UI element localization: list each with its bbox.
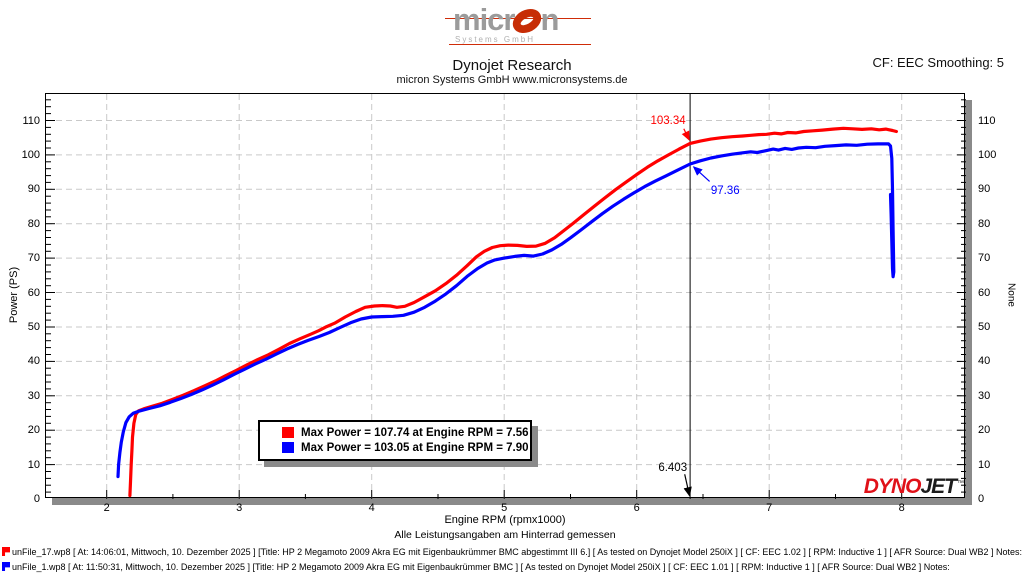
y-tick-label-left-90: 90	[27, 183, 40, 196]
y-tick-label-left-80: 80	[27, 217, 40, 230]
run-file-icon	[2, 547, 10, 556]
y-tick-label-right-50: 50	[978, 321, 991, 333]
annotation-arrow-103.34	[681, 128, 690, 141]
y-tick-label-right-0: 0	[978, 493, 985, 505]
y-tick-label-left-50: 50	[27, 321, 40, 333]
logo-wordmark: micr n	[453, 2, 559, 38]
chart-canvas[interactable]: DYNOJET ™ 103.34 97.36 6.403	[46, 94, 966, 499]
y-tick-label-left-100: 100	[21, 148, 40, 161]
y-tick-label-right-30: 30	[978, 389, 991, 402]
power-curve-run_17[interactable]	[128, 126, 899, 498]
x-tick-label-7: 7	[766, 502, 773, 514]
x-tick-label-3: 3	[236, 502, 243, 514]
logo-rule-top	[445, 18, 591, 19]
y-tick-label-right-100: 100	[978, 148, 997, 161]
y-tick-label-right-90: 90	[978, 183, 991, 196]
run-file-text: unFile_1.wp8 [ At: 11:50:31, Mittwoch, 1…	[12, 561, 950, 572]
y-tick-label-right-80: 80	[978, 217, 991, 230]
watermark-tm: ™	[957, 480, 964, 487]
x-tick-label-5: 5	[501, 502, 508, 514]
y-tick-label-right-10: 10	[978, 458, 991, 471]
y-tick-label-right-40: 40	[978, 355, 991, 368]
logo-rule-bottom	[449, 44, 591, 45]
legend-swatch-icon	[282, 427, 294, 438]
y-tick-label-left-60: 60	[27, 286, 40, 299]
run-file-row[interactable]: unFile_1.wp8 [ At: 11:50:31, Mittwoch, 1…	[2, 559, 1024, 574]
dynojet-watermark: DYNOJET	[864, 475, 959, 498]
logo-subtitle: Systems GmbH	[455, 35, 536, 44]
y-tick-label-right-60: 60	[978, 286, 991, 299]
x-tick-label-4: 4	[368, 502, 375, 514]
legend-box[interactable]: Max Power = 107.74 at Engine RPM = 7.56 …	[258, 420, 532, 461]
power-curve-run_1[interactable]	[116, 142, 896, 479]
micron-logo: micr n Systems GmbH	[445, 2, 592, 54]
y-tick-label-right-110: 110	[978, 114, 996, 127]
y-axis-label-left: Power (PS)	[8, 266, 20, 324]
report-title: Dynojet Research	[452, 57, 572, 74]
measurement-note: Alle Leistungsangaben am Hinterrad gemes…	[394, 529, 616, 541]
annotation-value-6.403: 6.403	[658, 462, 687, 474]
logo-text-n: n	[540, 2, 559, 37]
x-tick-label-6: 6	[633, 502, 640, 514]
legend-item[interactable]: Max Power = 107.74 at Engine RPM = 7.56	[282, 425, 529, 440]
annotation-value-97.36: 97.36	[711, 185, 740, 197]
annotation-arrow-97.36	[692, 166, 711, 182]
run-file-list: unFile_17.wp8 [ At: 14:06:01, Mittwoch, …	[2, 544, 1024, 574]
y-tick-label-left-0: 0	[33, 493, 40, 505]
legend-item[interactable]: Max Power = 103.05 at Engine RPM = 7.90	[282, 440, 529, 455]
y-tick-label-left-30: 30	[27, 389, 40, 402]
y-tick-label-left-10: 10	[27, 458, 40, 471]
x-axis-label: Engine RPM (rpmx1000)	[444, 514, 566, 526]
y-tick-label-left-70: 70	[27, 252, 40, 265]
legend-swatch-icon	[282, 442, 294, 453]
run-file-icon	[2, 562, 10, 571]
y-tick-label-right-20: 20	[978, 424, 991, 437]
annotation-arrow-6.403	[683, 474, 692, 497]
y-tick-label-left-110: 110	[22, 114, 40, 127]
report-subtitle: micron Systems GmbH www.micronsystems.de	[396, 74, 628, 86]
y-tick-label-left-20: 20	[27, 424, 40, 437]
legend-label: Max Power = 103.05 at Engine RPM = 7.90	[301, 441, 529, 454]
run-file-row[interactable]: unFile_17.wp8 [ At: 14:06:01, Mittwoch, …	[2, 544, 1024, 559]
y-axis-label-right: None	[1005, 283, 1017, 307]
x-tick-label-8: 8	[898, 502, 905, 514]
annotation-value-103.34: 103.34	[651, 115, 687, 127]
legend-label: Max Power = 107.74 at Engine RPM = 7.56	[301, 426, 529, 439]
x-tick-label-2: 2	[103, 502, 110, 514]
plot-area[interactable]: DYNOJET ™ 103.34 97.36 6.403 Max Power = 107…	[22, 93, 996, 514]
run-file-text: unFile_17.wp8 [ At: 14:06:01, Mittwoch, …	[12, 546, 1022, 557]
logo-text-micr: micr	[453, 2, 515, 37]
smoothing-setting: CF: EEC Smoothing: 5	[872, 55, 1005, 70]
y-tick-label-right-70: 70	[978, 252, 991, 265]
y-tick-label-left-40: 40	[27, 355, 40, 368]
